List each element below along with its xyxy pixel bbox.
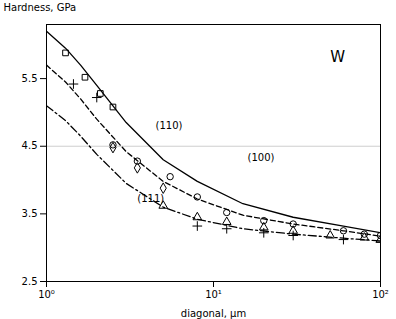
svg-text:Hardness, GPa: Hardness, GPa (4, 2, 77, 13)
svg-text:2.5: 2.5 (22, 276, 38, 287)
svg-text:10¹: 10¹ (205, 289, 222, 300)
svg-text:4.5: 4.5 (22, 140, 38, 151)
svg-text:(110): (110) (156, 120, 183, 131)
svg-text:5.5: 5.5 (22, 73, 38, 84)
svg-text:W: W (330, 48, 345, 66)
svg-text:10⁰: 10⁰ (38, 289, 55, 300)
svg-text:(100): (100) (248, 152, 275, 163)
svg-text:diagonal, μm: diagonal, μm (181, 308, 246, 319)
svg-text:10²: 10² (372, 289, 389, 300)
svg-text:3.5: 3.5 (22, 208, 38, 219)
svg-text:(111): (111) (137, 193, 164, 204)
